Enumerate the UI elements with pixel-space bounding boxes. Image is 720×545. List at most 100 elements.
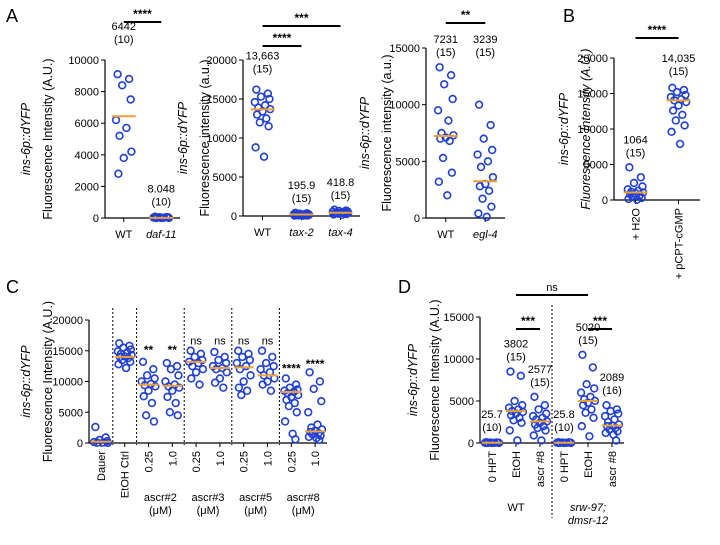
data-point <box>479 134 488 143</box>
panel-A2: ins-6p::dYFP Fluorescence intensity (a.u.… <box>176 11 360 239</box>
data-point <box>486 120 495 130</box>
data-point <box>113 70 122 79</box>
value-annotation: (15) <box>253 64 273 76</box>
data-point <box>263 89 273 98</box>
data-point <box>602 401 611 410</box>
x-tick-label: 1.0 <box>310 451 322 466</box>
x-tick-label: ascr #8 <box>535 451 547 487</box>
data-point <box>303 211 312 220</box>
y-tick-label: 0 <box>77 438 83 450</box>
data-point <box>138 357 148 367</box>
data-point <box>122 123 131 133</box>
y-axis-title: Fluorescence intensity (a.u.) <box>380 54 394 211</box>
significance-label: *** <box>593 314 607 328</box>
data-point <box>166 365 176 374</box>
data-point <box>186 346 195 355</box>
data-point <box>219 383 228 392</box>
group-label: ascr#2 <box>144 492 177 504</box>
x-tick-label: 1.0 <box>167 451 179 466</box>
data-point <box>487 145 497 155</box>
data-point <box>576 388 586 397</box>
panel-letter: A <box>6 6 18 26</box>
data-point <box>246 371 255 380</box>
data-point <box>149 417 159 426</box>
value-annotation: (10) <box>482 422 502 434</box>
data-point <box>162 358 172 368</box>
y-tick-label: 0 <box>231 211 237 223</box>
value-annotation: 7231 <box>434 34 458 46</box>
significance-label: **** <box>133 7 152 21</box>
data-point <box>624 194 633 204</box>
data-point <box>438 153 448 163</box>
x-tick-label: 0.25 <box>239 451 251 472</box>
value-annotation: (15) <box>475 47 495 59</box>
data-point <box>298 211 308 220</box>
data-point <box>637 193 646 203</box>
y-axis-title-gene: ins-6p::dYFP <box>557 92 571 165</box>
y-tick-label: 10000 <box>206 133 237 145</box>
value-annotation: (15) <box>578 335 598 347</box>
data-point <box>238 352 247 362</box>
data-point <box>585 432 594 441</box>
data-point <box>473 150 482 159</box>
group-label: (μM) <box>244 505 267 517</box>
x-tick-label: WT <box>254 227 271 239</box>
data-point <box>678 110 687 120</box>
data-point <box>304 432 314 442</box>
y-tick-label: 0 <box>93 213 99 225</box>
data-point <box>144 386 153 395</box>
x-tick-label: 1.0 <box>263 451 275 466</box>
data-point <box>672 87 682 97</box>
value-annotation: (15) <box>530 377 550 389</box>
value-annotation: 3802 <box>504 339 528 351</box>
data-point <box>141 411 151 420</box>
x-tick-label: Dauer <box>96 451 108 481</box>
data-point <box>675 139 685 149</box>
group-label: ascr#5 <box>239 492 272 504</box>
data-point <box>447 168 457 177</box>
value-annotation: (10) <box>554 422 574 434</box>
value-annotation: 5020 <box>576 322 600 334</box>
data-point <box>210 378 220 387</box>
data-point <box>121 363 131 373</box>
data-point <box>174 371 183 380</box>
y-tick-label: 5000 <box>584 160 608 172</box>
value-annotation: (15) <box>292 193 312 205</box>
y-axis-title-gene: ins-6p::dYFP <box>176 101 190 174</box>
data-point <box>242 386 252 395</box>
data-point <box>667 127 676 137</box>
x-tick-label: 0.25 <box>144 451 156 472</box>
data-point <box>533 423 542 433</box>
x-tick-label: EtOH Ctrl <box>120 451 132 498</box>
data-point <box>305 368 314 377</box>
significance-label: ns <box>238 336 250 348</box>
data-point <box>174 383 184 392</box>
value-annotation: 14,035 <box>662 53 696 65</box>
y-tick-label: 0 <box>414 213 420 225</box>
y-tick-label: 10000 <box>577 124 608 136</box>
y-tick-label: 20000 <box>52 315 83 327</box>
x-tick-label: EtOH <box>583 451 595 478</box>
data-point <box>268 352 277 362</box>
data-point <box>513 436 522 445</box>
data-point <box>529 431 538 440</box>
significance-label: *** <box>294 11 308 25</box>
y-tick-label: 15000 <box>389 43 420 55</box>
data-point <box>578 350 587 359</box>
data-point <box>315 377 325 386</box>
data-point <box>280 417 290 426</box>
group-label: ascr#8 <box>287 492 320 504</box>
significance-label: **** <box>273 31 292 45</box>
data-point <box>91 422 100 432</box>
data-point <box>448 94 457 104</box>
data-point <box>114 360 123 369</box>
y-axis-title: Fluorescence Intensity (A.U.) <box>41 58 55 219</box>
data-point <box>315 435 324 445</box>
y-tick-label: 20000 <box>577 53 608 65</box>
data-point <box>165 408 175 417</box>
data-point <box>142 371 152 380</box>
x-tick-label: WT <box>437 229 454 241</box>
group-label: (μM) <box>149 505 172 517</box>
data-point <box>151 382 160 391</box>
